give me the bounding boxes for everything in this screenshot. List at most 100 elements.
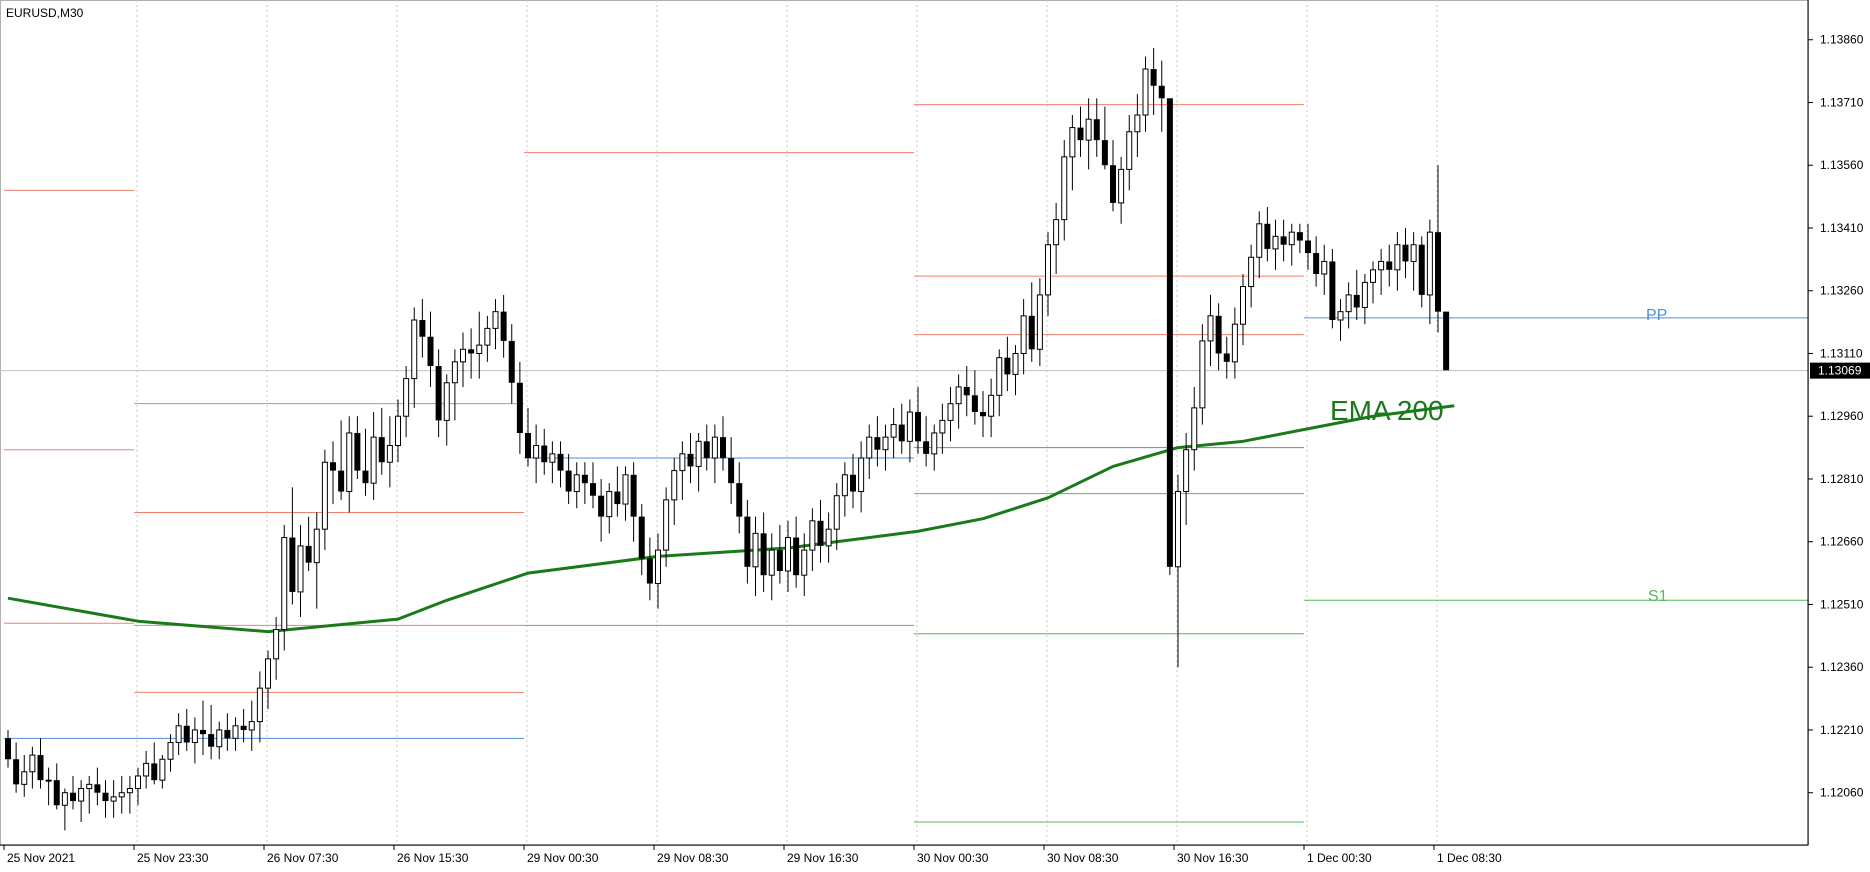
candle[interactable] bbox=[403, 366, 410, 438]
candle[interactable] bbox=[1053, 202, 1060, 274]
candle[interactable] bbox=[13, 742, 20, 793]
candle[interactable] bbox=[183, 709, 190, 751]
candle[interactable] bbox=[289, 487, 296, 605]
candle[interactable] bbox=[508, 324, 515, 404]
candle[interactable] bbox=[1142, 56, 1149, 132]
candle[interactable] bbox=[61, 788, 68, 831]
candle[interactable] bbox=[78, 780, 85, 822]
candle[interactable] bbox=[833, 483, 840, 551]
candle[interactable] bbox=[622, 466, 629, 521]
candle[interactable] bbox=[809, 508, 816, 572]
candle[interactable] bbox=[70, 775, 76, 810]
candle[interactable] bbox=[565, 453, 572, 505]
candle[interactable] bbox=[687, 432, 694, 484]
candle[interactable] bbox=[435, 349, 442, 438]
candle[interactable] bbox=[321, 449, 328, 551]
candle[interactable] bbox=[516, 361, 523, 454]
candle[interactable] bbox=[890, 407, 897, 459]
candle[interactable] bbox=[1045, 232, 1051, 316]
candle[interactable] bbox=[159, 755, 166, 789]
candle[interactable] bbox=[1329, 248, 1336, 329]
candle[interactable] bbox=[923, 416, 930, 467]
candle[interactable] bbox=[1272, 219, 1279, 270]
candle[interactable] bbox=[476, 311, 483, 379]
candle[interactable] bbox=[362, 428, 369, 496]
candle[interactable] bbox=[45, 767, 52, 806]
candle[interactable] bbox=[1337, 299, 1344, 341]
candle[interactable] bbox=[126, 775, 133, 814]
candle[interactable] bbox=[638, 504, 645, 576]
candle[interactable] bbox=[21, 755, 28, 797]
candle[interactable] bbox=[224, 713, 231, 751]
candle[interactable] bbox=[94, 767, 101, 806]
candle[interactable] bbox=[801, 533, 808, 597]
candle[interactable] bbox=[167, 734, 174, 772]
candle[interactable] bbox=[370, 412, 377, 500]
candle[interactable] bbox=[248, 700, 255, 751]
candle[interactable] bbox=[1240, 273, 1246, 346]
candle[interactable] bbox=[768, 533, 775, 601]
candle[interactable] bbox=[744, 499, 751, 584]
candle[interactable] bbox=[947, 386, 954, 442]
candle[interactable] bbox=[1231, 307, 1238, 379]
candle[interactable] bbox=[1313, 236, 1320, 287]
candle[interactable] bbox=[460, 332, 466, 387]
candle[interactable] bbox=[1012, 345, 1019, 396]
candle[interactable] bbox=[1296, 223, 1303, 254]
candle[interactable] bbox=[53, 763, 60, 810]
candle[interactable] bbox=[858, 441, 865, 513]
candle[interactable] bbox=[1305, 223, 1311, 270]
candle[interactable] bbox=[5, 729, 11, 768]
candle[interactable] bbox=[817, 499, 824, 563]
candle[interactable] bbox=[1069, 115, 1076, 191]
candle[interactable] bbox=[281, 524, 288, 651]
candle[interactable] bbox=[866, 424, 873, 479]
candle[interactable] bbox=[736, 462, 743, 534]
candle[interactable] bbox=[492, 299, 499, 350]
candle[interactable] bbox=[1410, 232, 1417, 291]
candle[interactable] bbox=[1175, 474, 1181, 668]
candle[interactable] bbox=[1321, 244, 1328, 295]
candle[interactable] bbox=[175, 713, 182, 756]
candle[interactable] bbox=[671, 458, 678, 525]
candle[interactable] bbox=[703, 424, 710, 471]
candle[interactable] bbox=[443, 374, 450, 446]
candle[interactable] bbox=[240, 709, 247, 743]
candle[interactable] bbox=[191, 717, 198, 764]
candle[interactable] bbox=[1134, 94, 1141, 157]
candle[interactable] bbox=[1158, 60, 1165, 132]
candle[interactable] bbox=[549, 441, 556, 484]
candle[interactable] bbox=[1370, 261, 1376, 304]
candle[interactable] bbox=[776, 524, 783, 584]
candle[interactable] bbox=[590, 462, 596, 509]
candle[interactable] bbox=[679, 441, 686, 500]
candle[interactable] bbox=[1248, 244, 1255, 308]
candle[interactable] bbox=[1223, 336, 1230, 379]
candle[interactable] bbox=[1077, 106, 1084, 157]
candle[interactable] bbox=[646, 537, 653, 601]
candle[interactable] bbox=[825, 512, 832, 563]
candle[interactable] bbox=[102, 780, 109, 818]
candle[interactable] bbox=[1036, 278, 1043, 367]
candle[interactable] bbox=[1394, 232, 1401, 291]
candle[interactable] bbox=[663, 487, 670, 567]
candle[interactable] bbox=[1085, 98, 1092, 170]
candle[interactable] bbox=[273, 617, 280, 680]
candle[interactable] bbox=[915, 386, 921, 454]
candle[interactable] bbox=[1280, 219, 1287, 262]
candle[interactable] bbox=[695, 432, 702, 492]
candle[interactable] bbox=[1093, 98, 1100, 157]
candle[interactable] bbox=[581, 462, 588, 505]
candle[interactable] bbox=[955, 374, 962, 429]
candle[interactable] bbox=[395, 399, 401, 463]
candle[interactable] bbox=[1126, 115, 1133, 191]
candle[interactable] bbox=[256, 671, 263, 743]
candle[interactable] bbox=[760, 512, 767, 592]
candle[interactable] bbox=[265, 650, 271, 710]
candle[interactable] bbox=[1183, 432, 1190, 525]
candle[interactable] bbox=[525, 407, 531, 467]
candle[interactable] bbox=[200, 700, 206, 756]
candle[interactable] bbox=[752, 516, 759, 597]
candle[interactable] bbox=[427, 311, 434, 387]
